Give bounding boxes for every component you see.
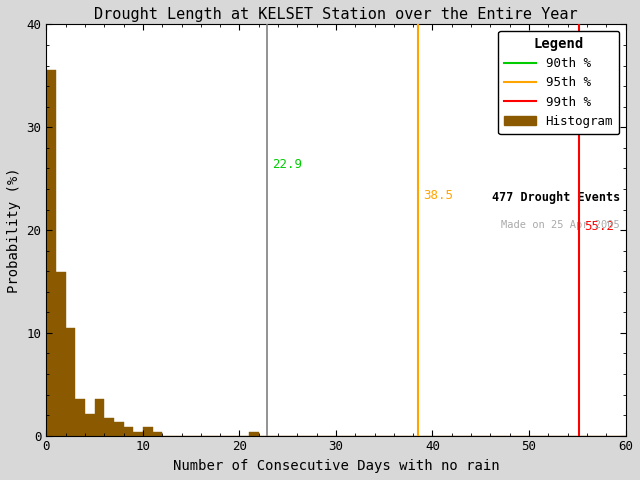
Bar: [46, 70, 56, 436]
Bar: [114, 422, 124, 436]
Bar: [66, 328, 76, 436]
Bar: [56, 272, 66, 436]
Text: 22.9: 22.9: [272, 158, 302, 171]
Legend: 90th %, 95th %, 99th %, Histogram: 90th %, 95th %, 99th %, Histogram: [498, 31, 620, 134]
Bar: [143, 427, 152, 436]
Text: 477 Drought Events: 477 Drought Events: [492, 191, 620, 204]
Bar: [124, 427, 133, 436]
Bar: [152, 432, 162, 436]
Bar: [76, 398, 85, 436]
Text: 55.2: 55.2: [584, 220, 614, 233]
Text: 38.5: 38.5: [423, 189, 453, 202]
Text: Made on 25 Apr 2005: Made on 25 Apr 2005: [501, 220, 620, 230]
Bar: [249, 432, 259, 436]
Bar: [85, 414, 95, 436]
Bar: [104, 418, 114, 436]
X-axis label: Number of Consecutive Days with no rain: Number of Consecutive Days with no rain: [173, 459, 499, 473]
Bar: [95, 398, 104, 436]
Y-axis label: Probability (%): Probability (%): [7, 167, 21, 293]
Title: Drought Length at KELSET Station over the Entire Year: Drought Length at KELSET Station over th…: [94, 7, 578, 22]
Bar: [133, 432, 143, 436]
